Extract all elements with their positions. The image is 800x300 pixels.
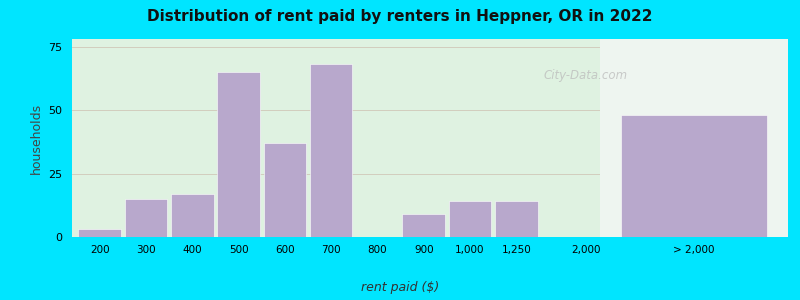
Y-axis label: households: households bbox=[30, 102, 42, 174]
Text: rent paid ($): rent paid ($) bbox=[361, 281, 439, 295]
Text: Distribution of rent paid by renters in Heppner, OR in 2022: Distribution of rent paid by renters in … bbox=[147, 9, 653, 24]
Bar bbox=[218, 72, 260, 237]
Bar bbox=[171, 194, 214, 237]
Bar bbox=[125, 199, 167, 237]
Bar bbox=[78, 230, 121, 237]
Bar bbox=[495, 202, 538, 237]
Bar bbox=[263, 143, 306, 237]
Bar bbox=[449, 202, 491, 237]
Text: City-Data.com: City-Data.com bbox=[544, 68, 628, 82]
Bar bbox=[621, 115, 766, 237]
Bar bbox=[310, 64, 353, 237]
Bar bbox=[402, 214, 445, 237]
